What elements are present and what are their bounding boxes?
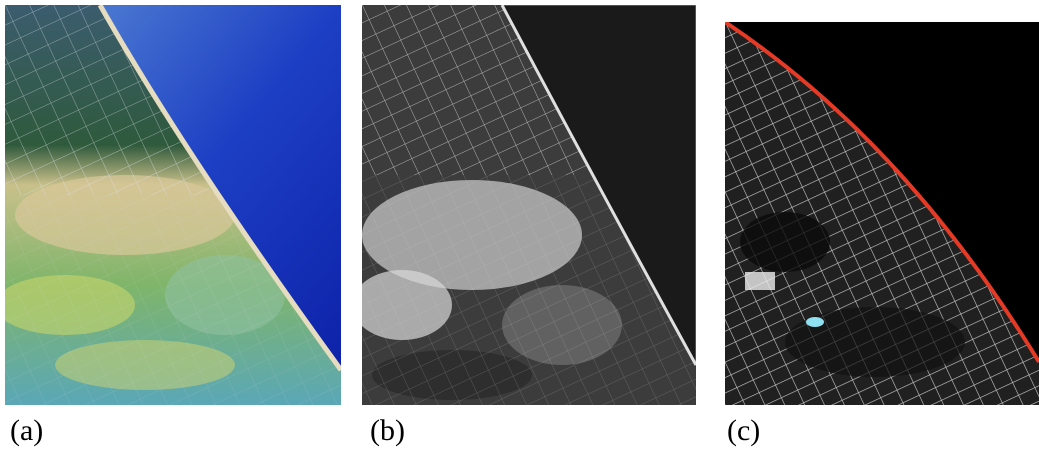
figure: (a) (b) (c) (() => { const data = JSON.p… xyxy=(0,0,1039,457)
panel-a-image xyxy=(5,5,341,405)
panel-label: (c) xyxy=(727,414,760,448)
panel-label: (a) xyxy=(10,414,43,448)
panel-label: (b) xyxy=(370,414,405,448)
panel-c-image xyxy=(725,22,1039,405)
panel-b-image xyxy=(362,5,696,405)
